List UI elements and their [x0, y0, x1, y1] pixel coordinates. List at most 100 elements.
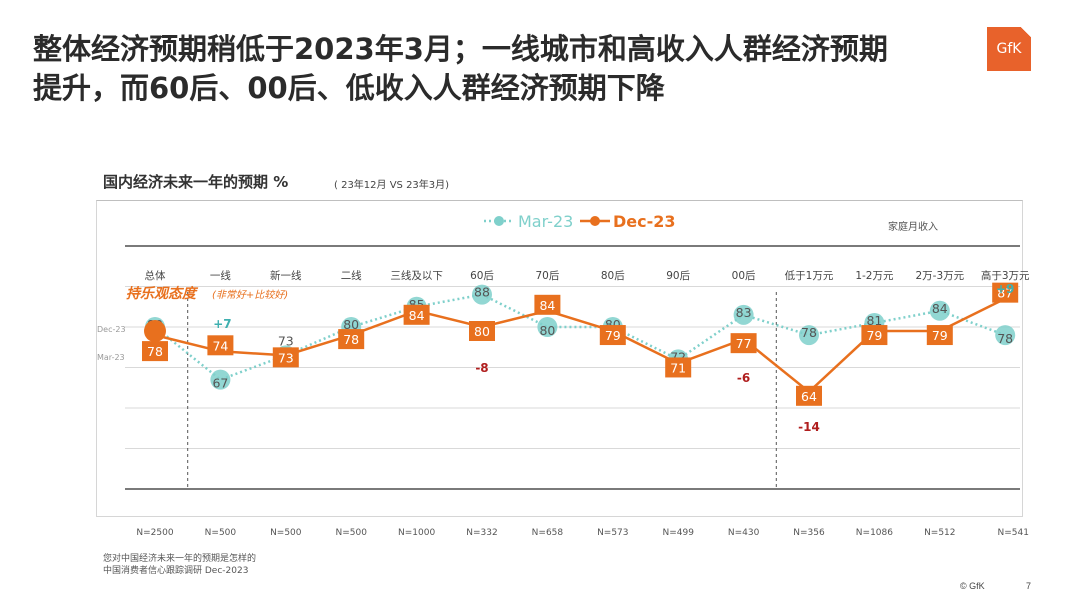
sample-size-label: N=500 — [270, 528, 302, 538]
legend-swatch-marker — [494, 216, 504, 226]
data-label-dec23: 78 — [147, 344, 163, 359]
chart-panel — [96, 200, 1023, 517]
sample-size-label: N=332 — [466, 528, 497, 538]
x-tick-label: 二线 — [341, 269, 362, 282]
data-point-dec23 — [861, 325, 888, 346]
data-label-dec23: 79 — [932, 328, 948, 343]
legend-label: Mar-23 — [518, 212, 573, 231]
data-point-mar23 — [733, 304, 754, 325]
gfk-logo: GfK — [987, 27, 1031, 71]
x-tick-label: 三线及以下 — [390, 269, 443, 282]
slide-title-line2: 提升，而60后、00后、低收入人群经济预期下降 — [33, 71, 665, 105]
data-label-dec23: 84 — [409, 308, 425, 323]
data-point-mar23 — [472, 284, 492, 305]
change-annotation: -8 — [475, 361, 488, 375]
sample-size-label: N=1000 — [398, 528, 435, 538]
data-point-dec23 — [469, 321, 495, 341]
sample-size-label: N=430 — [728, 528, 760, 538]
data-point-dec23 — [403, 304, 430, 325]
data-point-dec23 — [926, 325, 953, 346]
change-annotation: +9 — [996, 282, 1014, 296]
data-label-mar23: 84 — [932, 301, 948, 316]
legend-swatch-marker — [590, 216, 600, 226]
copyright: © GfK — [960, 581, 985, 591]
data-point-mar23 — [995, 325, 1016, 346]
series-row-label: Mar-23 — [97, 353, 125, 362]
data-label-dec23: 84 — [539, 298, 555, 313]
data-label-mar23: 81 — [866, 313, 882, 328]
chart-subtitle: ( 23年12月 VS 23年3月) — [334, 180, 450, 191]
data-label-mar23: 83 — [736, 305, 752, 320]
x-tick-label: 60后 — [470, 270, 494, 282]
x-tick-label: 90后 — [666, 270, 690, 282]
sample-size-label: N=500 — [205, 528, 237, 538]
data-label-mar23: 78 — [801, 325, 817, 340]
data-point-dec23 — [142, 341, 168, 362]
sample-size-label: N=573 — [597, 528, 628, 538]
x-tick-label: 高于3万元 — [981, 269, 1030, 282]
sample-size-label: N=2500 — [136, 528, 173, 538]
data-point-dec23 — [599, 325, 626, 346]
data-point-dec23 — [272, 347, 299, 368]
data-label-mar23: 78 — [997, 331, 1013, 346]
data-label-dec23: 73 — [278, 350, 294, 365]
slide-title-line1: 整体经济预期稍低于2023年3月；一线城市和高收入人群经济预期 — [33, 32, 888, 66]
data-point-dec23 — [534, 294, 561, 315]
x-tick-label: 00后 — [732, 270, 756, 282]
sample-size-label: N=1086 — [856, 528, 893, 538]
sample-size-label: N=512 — [924, 528, 955, 538]
y-axis-label: 持乐观态度 — [126, 285, 199, 302]
data-label-dec23: 79 — [605, 328, 621, 343]
x-tick-label: 70后 — [535, 270, 559, 282]
data-point-mar23 — [210, 369, 231, 390]
data-label-mar23: 88 — [474, 285, 490, 300]
data-label-dec23: 79 — [866, 328, 882, 343]
data-point-mar23 — [799, 325, 819, 346]
sample-size-label: N=500 — [335, 528, 367, 538]
data-label-dec23: 74 — [212, 338, 228, 353]
data-point-dec23 — [730, 333, 757, 354]
data-point-dec23 — [207, 335, 234, 356]
series-row-label: Dec-23 — [97, 325, 126, 334]
data-label-dec23: 87 — [997, 286, 1013, 301]
chart-title: 国内经济未来一年的预期 % — [103, 173, 289, 191]
x-tick-label: 1-2万元 — [855, 270, 894, 282]
x-tick-label: 低于1万元 — [785, 269, 834, 282]
data-point-dec23 — [665, 357, 692, 378]
data-label-mar23: 67 — [212, 376, 228, 391]
data-label-mar23: 80 — [539, 323, 555, 338]
slide-title: 整体经济预期稍低于2023年3月；一线城市和高收入人群经济预期 提升，而60后、… — [33, 30, 963, 108]
page-number: 7 — [1026, 581, 1032, 591]
data-point-dec23 — [338, 329, 365, 350]
data-label-dec23: 80 — [474, 324, 490, 339]
data-label-mar23: 80 — [343, 317, 359, 332]
group-label: 家庭月收入 — [888, 220, 938, 233]
change-annotation: -14 — [798, 420, 820, 434]
change-annotation: -6 — [737, 371, 750, 385]
sample-size-label: N=499 — [662, 528, 694, 538]
data-label-dec23: 78 — [343, 332, 359, 347]
data-point-mar23 — [537, 317, 558, 337]
data-point-dec23 — [144, 320, 166, 343]
y-axis-label-note: (非常好+比较好) — [212, 289, 288, 301]
x-tick-label: 2万-3万元 — [915, 270, 964, 282]
x-tick-label: 新一线 — [270, 269, 302, 282]
x-tick-label: 一线 — [210, 269, 231, 282]
data-point-dec23 — [796, 385, 822, 406]
sample-size-label: N=356 — [793, 528, 825, 538]
data-label-dec23: 77 — [736, 336, 752, 351]
sample-size-label: N=541 — [997, 528, 1028, 538]
change-annotation: +7 — [213, 317, 231, 331]
x-tick-label: 80后 — [601, 270, 625, 282]
data-label-dec23: 64 — [801, 389, 817, 404]
sample-size-label: N=658 — [532, 528, 564, 538]
data-label-mar23: 73 — [278, 333, 294, 348]
data-point-dec23 — [992, 282, 1019, 303]
legend-label: Dec-23 — [613, 212, 676, 231]
x-tick-label: 总体 — [145, 269, 166, 282]
source-question: 您对中国经济未来一年的预期是怎样的 — [103, 554, 257, 564]
data-label-dec23: 71 — [670, 360, 686, 375]
source-survey: 中国消费者信心跟踪调研 Dec-2023 — [103, 566, 249, 576]
data-point-mar23 — [929, 300, 950, 321]
